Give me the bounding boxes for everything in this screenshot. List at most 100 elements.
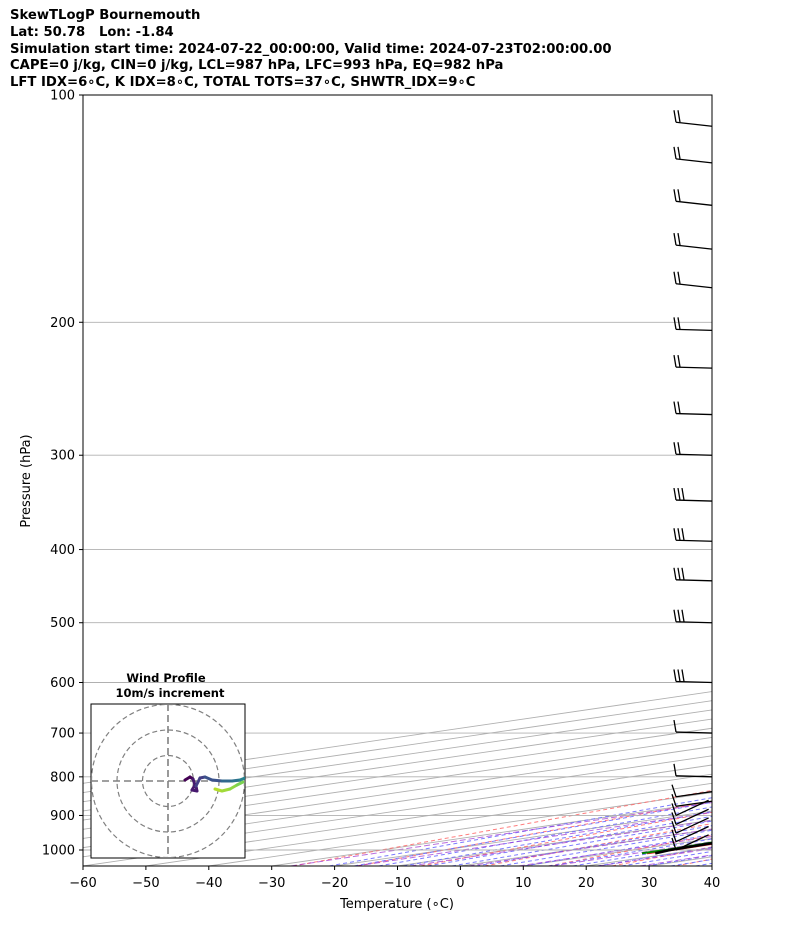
isotherm bbox=[649, 856, 712, 866]
dewpoint-profile bbox=[641, 841, 712, 855]
wind-barb bbox=[673, 763, 713, 778]
profiles bbox=[641, 841, 712, 855]
inset-title: Wind Profile bbox=[126, 671, 206, 685]
wind-barb-flag bbox=[673, 567, 677, 580]
wind-barb-flag bbox=[671, 784, 677, 797]
wind-barb bbox=[673, 528, 713, 542]
x-tick-label: −60 bbox=[69, 876, 96, 891]
title-indices-stability: LFT IDX=6∘C, K IDX=8∘C, TOTAL TOTS=37∘C,… bbox=[10, 75, 476, 91]
moist-adiabat bbox=[500, 829, 712, 866]
wind-barb-flag bbox=[671, 829, 677, 842]
wind-barb-flag bbox=[673, 189, 677, 202]
moist-adiabat bbox=[695, 862, 712, 866]
wind-barb bbox=[671, 784, 712, 798]
hodograph-trace bbox=[235, 780, 245, 787]
isotherm bbox=[83, 727, 712, 821]
isotherm bbox=[460, 828, 712, 866]
hodograph-ring bbox=[91, 704, 245, 858]
wind-barb-staff bbox=[675, 158, 713, 164]
moist-adiabat bbox=[427, 815, 712, 866]
wind-barb-flag bbox=[673, 110, 677, 123]
wind-barb bbox=[671, 825, 709, 843]
mixing-ratio-line bbox=[410, 819, 712, 866]
y-tick-label: 500 bbox=[50, 616, 75, 631]
wind-barb-flag bbox=[671, 812, 677, 825]
title-block: SkewTLogP Bournemouth Lat: 50.78 Lon: -1… bbox=[10, 8, 612, 92]
wind-barb-flag bbox=[677, 401, 681, 414]
y-tick-label: 300 bbox=[50, 449, 75, 464]
wind-barb-staff bbox=[675, 366, 713, 369]
wind-barb-staff bbox=[675, 834, 709, 851]
wind-barb bbox=[673, 354, 713, 369]
wind-barb-flag bbox=[677, 146, 681, 159]
wind-barb-flag bbox=[677, 317, 681, 330]
wind-barb-flag bbox=[677, 567, 681, 580]
wind-barb-flag bbox=[673, 354, 677, 368]
mixing-ratio-line bbox=[518, 836, 712, 866]
y-tick-label: 400 bbox=[50, 543, 75, 558]
moist-adiabat bbox=[621, 850, 712, 866]
wind-barb bbox=[673, 669, 713, 684]
wind-barb-staff bbox=[675, 817, 709, 834]
wind-barb-flag bbox=[677, 354, 681, 368]
wind-barb-staff bbox=[675, 499, 713, 502]
wind-barb-flag bbox=[671, 837, 677, 851]
wind-barb-flag bbox=[681, 528, 685, 541]
dry-adiabat bbox=[740, 114, 794, 866]
wind-barb-staff bbox=[675, 808, 709, 826]
wind-barb-flag bbox=[677, 442, 681, 455]
wind-barb-flag bbox=[673, 669, 677, 682]
dry-adiabat bbox=[356, 800, 712, 866]
x-tick-label: 30 bbox=[641, 876, 658, 891]
wind-barb bbox=[673, 271, 713, 289]
wind-barb-flag bbox=[677, 669, 681, 682]
wind-barb-staff bbox=[675, 800, 712, 807]
wind-barb bbox=[673, 189, 713, 206]
isotherm bbox=[711, 865, 712, 866]
wind-barb-staff bbox=[675, 539, 713, 542]
wind-barb-flag bbox=[671, 794, 677, 807]
hodograph-trace bbox=[238, 776, 245, 782]
moist-adiabat bbox=[597, 846, 712, 866]
moist-adiabat bbox=[354, 801, 712, 866]
moist-adiabat bbox=[646, 854, 712, 866]
dry-adiabat bbox=[612, 846, 712, 866]
isotherm bbox=[83, 691, 712, 784]
wind-barb bbox=[671, 808, 709, 826]
wind-barb-flag bbox=[673, 317, 677, 330]
x-tick-label: −10 bbox=[384, 876, 411, 891]
y-tick-label: 900 bbox=[50, 809, 75, 824]
wind-barb bbox=[671, 834, 709, 851]
wind-barb-flag bbox=[677, 233, 681, 246]
wind-barb-flag bbox=[673, 442, 677, 455]
wind-barb-flag bbox=[673, 763, 677, 776]
wind-barb-flag bbox=[677, 189, 681, 202]
y-tick-label: 600 bbox=[50, 676, 75, 691]
moist-adiabat bbox=[378, 806, 712, 866]
wind-barb-flag bbox=[681, 567, 685, 580]
isotherm bbox=[83, 700, 712, 793]
wind-barb bbox=[673, 609, 713, 624]
wind-barbs bbox=[671, 110, 713, 851]
wind-barb-staff bbox=[675, 731, 713, 734]
wind-barb-flag bbox=[673, 609, 677, 622]
wind-barb-staff bbox=[675, 453, 713, 456]
mixing-ratio-line bbox=[290, 802, 712, 866]
isotherm bbox=[271, 801, 712, 866]
y-axis: 100 200 300 400 500 600 700 800 900 1000 bbox=[42, 89, 83, 859]
hodograph-trace bbox=[210, 778, 224, 783]
isotherm bbox=[397, 819, 712, 866]
mixing-ratio-line bbox=[356, 811, 712, 866]
wind-barb bbox=[673, 233, 713, 250]
wind-barb-flag bbox=[671, 803, 677, 816]
moist-adiabat bbox=[476, 825, 712, 866]
wind-barb-flag bbox=[677, 528, 681, 541]
wind-barb bbox=[673, 401, 713, 416]
wind-barb-flag bbox=[677, 110, 681, 123]
wind-barb-staff bbox=[675, 328, 713, 332]
dry-adiabat bbox=[484, 823, 712, 866]
wind-barb-flag bbox=[671, 820, 677, 834]
isotherm bbox=[334, 810, 712, 866]
isotherm bbox=[208, 792, 712, 866]
